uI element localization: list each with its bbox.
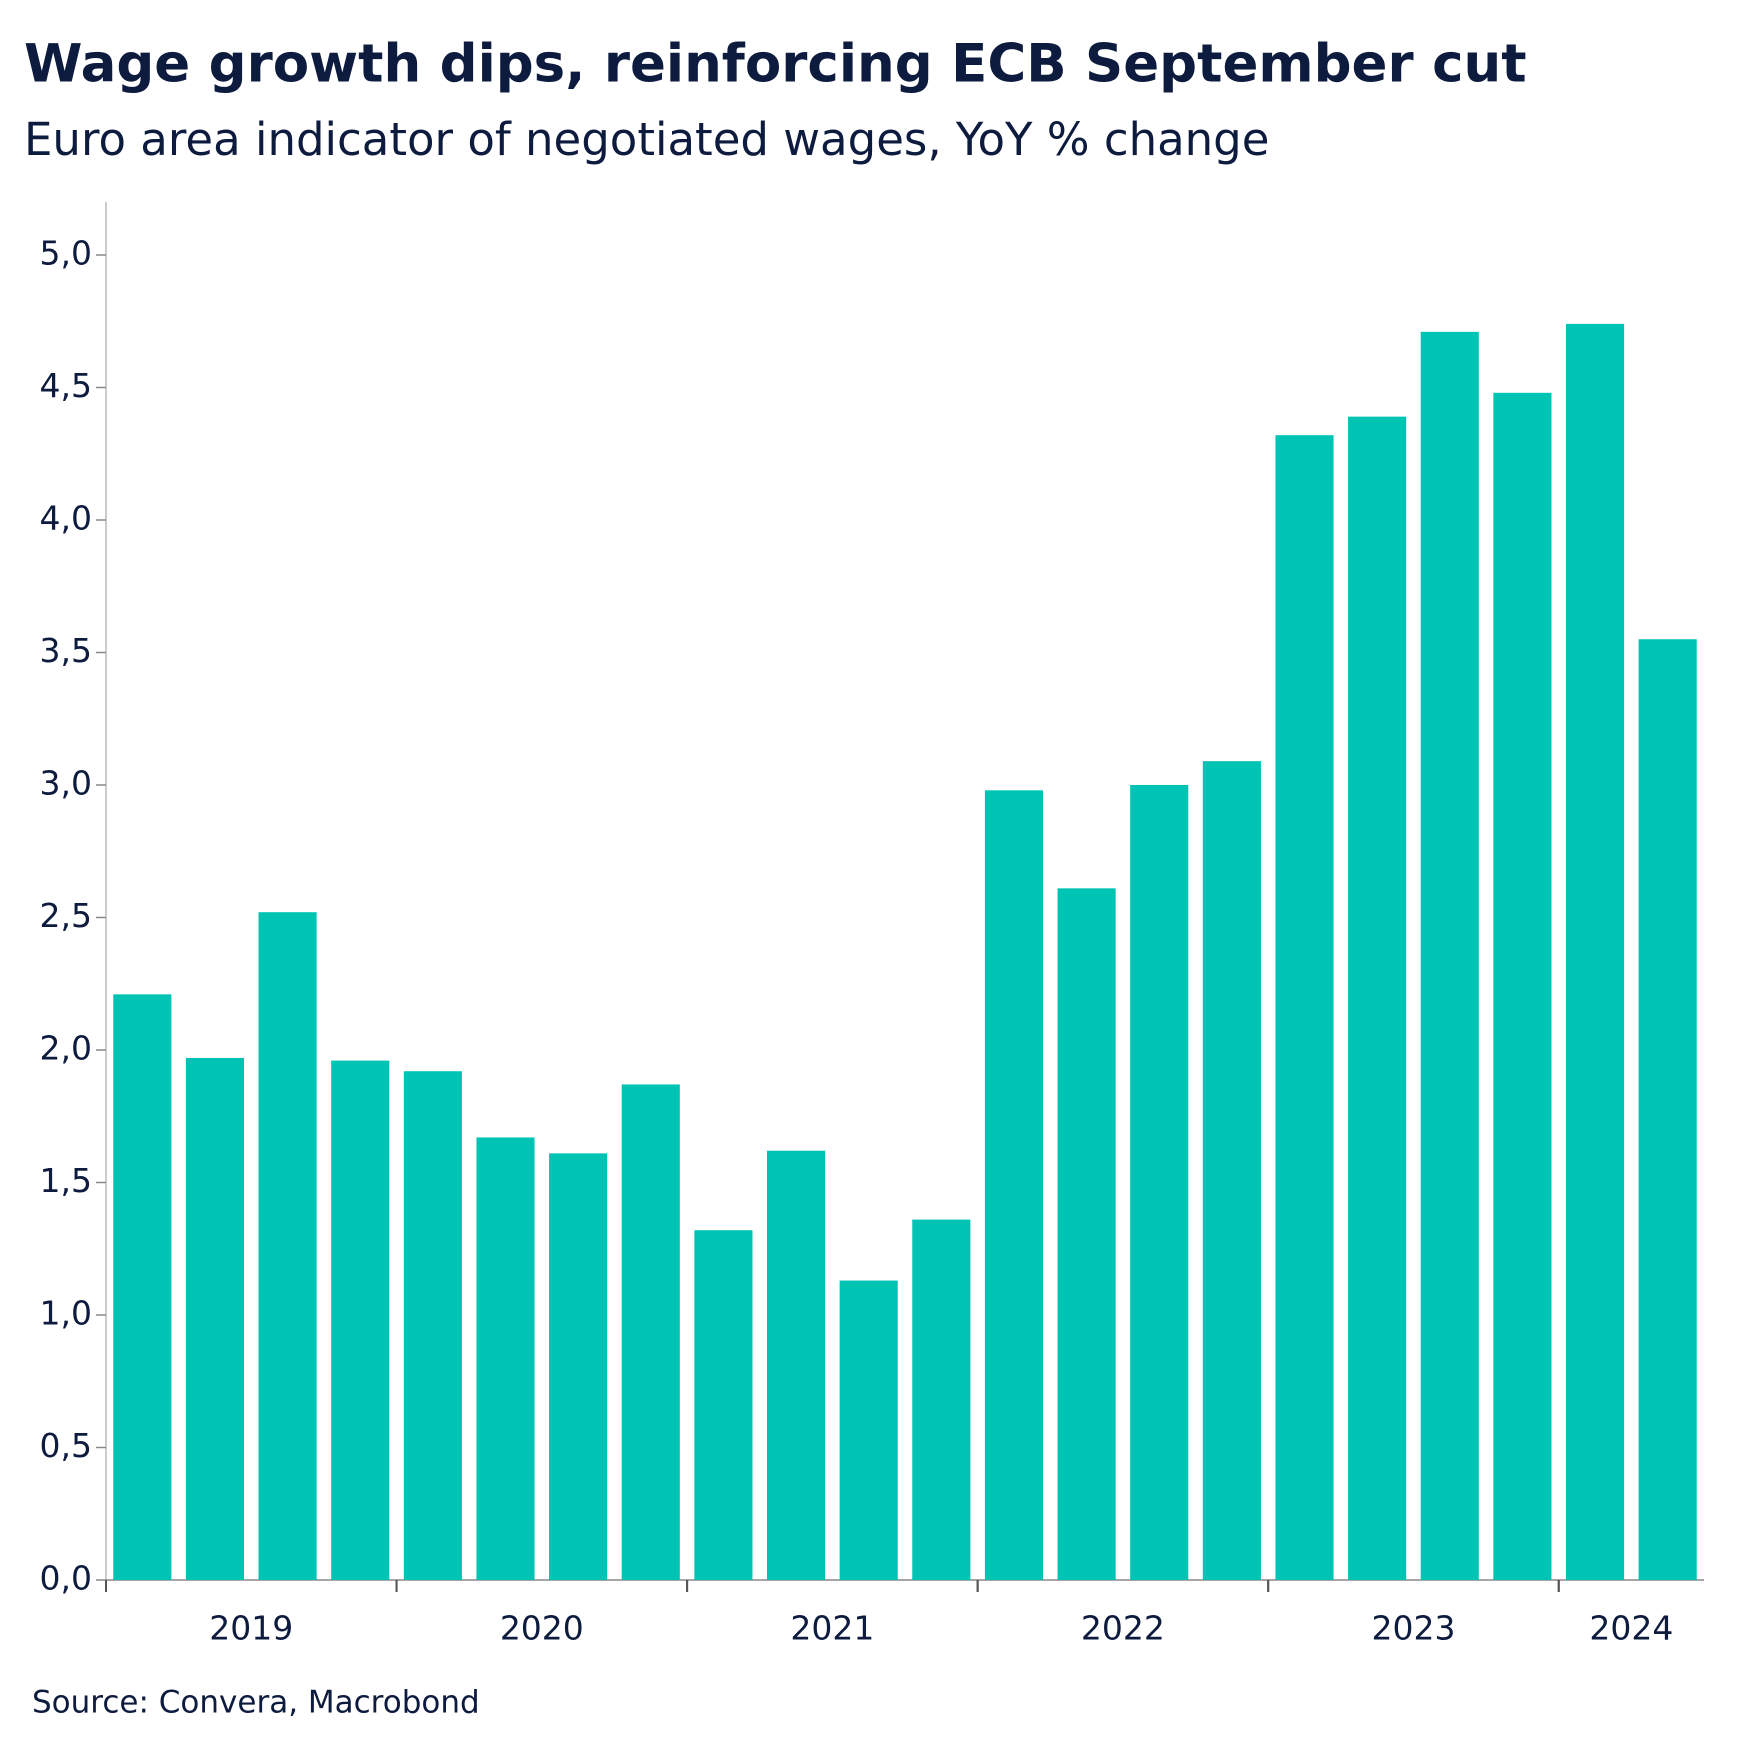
y-tick-label: 0,5 (40, 1426, 92, 1465)
x-tick-label: 2023 (1371, 1609, 1455, 1648)
chart-subtitle: Euro area indicator of negotiated wages,… (24, 113, 1269, 166)
y-tick-label: 1,5 (40, 1161, 92, 1200)
bar (984, 790, 1044, 1580)
bar (113, 994, 172, 1580)
bar (1275, 435, 1334, 1581)
bar (621, 1084, 680, 1580)
y-tick-label: 3,0 (40, 764, 92, 803)
y-tick-label: 4,0 (40, 499, 92, 538)
bar (185, 1057, 245, 1580)
bar (694, 1230, 753, 1580)
x-tick-label: 2020 (500, 1609, 584, 1648)
bar (1057, 888, 1116, 1580)
bar (1565, 323, 1625, 1580)
bar (331, 1060, 390, 1580)
bar (766, 1150, 826, 1580)
y-tick-label: 4,5 (40, 366, 92, 405)
bar (839, 1280, 898, 1580)
x-tick-label: 2022 (1081, 1609, 1165, 1648)
y-tick-label: 3,5 (40, 631, 92, 670)
bar (1638, 639, 1697, 1580)
x-tick-label: 2024 (1589, 1609, 1673, 1648)
bar (403, 1071, 462, 1580)
bar (476, 1137, 535, 1580)
y-tick-label: 2,0 (40, 1029, 92, 1068)
y-tick-label: 5,0 (40, 234, 92, 273)
y-tick-label: 2,5 (40, 896, 92, 935)
bar (1202, 761, 1261, 1580)
x-tick-label: 2021 (790, 1609, 874, 1648)
y-tick-label: 0,0 (40, 1559, 92, 1598)
bar (1130, 785, 1189, 1580)
bar (1420, 331, 1479, 1581)
source: Source: Convera, Macrobond (32, 1685, 480, 1721)
y-tick-label: 1,0 (40, 1294, 92, 1333)
bar (1348, 416, 1407, 1580)
chart-title: Wage growth dips, reinforcing ECB Septem… (24, 34, 1527, 95)
bar (549, 1153, 608, 1580)
bar (258, 912, 317, 1580)
bar (912, 1219, 971, 1580)
bar (1493, 392, 1552, 1580)
x-tick-label: 2019 (209, 1609, 293, 1648)
